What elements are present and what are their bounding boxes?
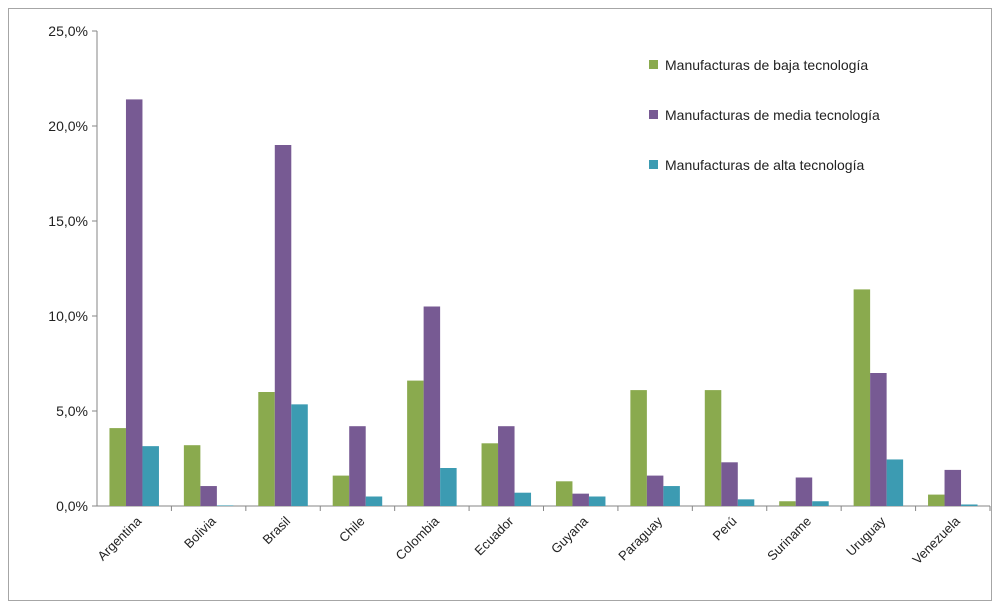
- bar-uruguay-series-1: [853, 289, 871, 506]
- bar-venezuela-series-3: [961, 504, 978, 506]
- bar-perú-series-1: [704, 390, 722, 506]
- bar-argentina-series-1: [109, 428, 126, 506]
- bar-brasil-series-1: [258, 392, 275, 506]
- bar-bolivia-series-1: [183, 445, 201, 506]
- bar-colombia-series-3: [440, 468, 457, 506]
- bar-uruguay-series-2: [870, 373, 887, 506]
- x-tick-label: Chile: [336, 514, 368, 546]
- y-tick-label: 15,0%: [48, 213, 88, 229]
- x-tick-label: Colombia: [393, 513, 443, 563]
- x-tick-label: Brasil: [260, 513, 294, 547]
- x-tick-label: Venezuela: [909, 513, 963, 567]
- x-tick-label: Suriname: [764, 514, 814, 564]
- bar-suriname-series-3: [812, 501, 829, 506]
- bar-chile-series-3: [365, 496, 383, 506]
- chart-legend: Manufacturas de baja tecnología Manufactu…: [649, 57, 880, 173]
- bar-venezuela-series-1: [928, 494, 945, 506]
- bar-perú-series-2: [721, 462, 738, 506]
- bar-ecuador-series-1: [481, 443, 499, 506]
- x-tick-label: Bolivia: [181, 513, 219, 551]
- legend-swatch: [649, 110, 658, 119]
- bar-chile-series-2: [349, 426, 366, 506]
- x-tick-label: Uruguay: [843, 513, 889, 559]
- bar-guyana-series-1: [555, 481, 573, 506]
- legend-swatch: [649, 160, 658, 169]
- chart-axes: [92, 30, 991, 511]
- bar-suriname-series-2: [795, 477, 813, 506]
- bar-guyana-series-2: [572, 493, 589, 506]
- bar-paraguay-series-3: [663, 486, 680, 506]
- bar-brasil-series-3: [291, 404, 308, 506]
- x-tick-label: Paraguay: [615, 513, 665, 563]
- bar-bolivia-series-3: [216, 505, 234, 506]
- bar-ecuador-series-2: [498, 426, 515, 506]
- y-tick-label: 20,0%: [48, 118, 88, 134]
- y-tick-label: 25,0%: [48, 23, 88, 39]
- bar-colombia-series-2: [423, 306, 441, 506]
- x-tick-label: Ecuador: [472, 513, 517, 558]
- bar-argentina-series-2: [125, 99, 143, 507]
- bar-argentina-series-3: [142, 446, 159, 506]
- bar-suriname-series-1: [779, 501, 796, 506]
- legend-swatch: [649, 60, 658, 69]
- bar-paraguay-series-1: [630, 390, 647, 506]
- bar-perú-series-3: [737, 499, 755, 506]
- bar-bolivia-series-2: [200, 486, 217, 506]
- bar-uruguay-series-3: [886, 459, 904, 506]
- bar-paraguay-series-2: [646, 475, 664, 506]
- bar-ecuador-series-3: [514, 492, 532, 506]
- y-tick-label: 10,0%: [48, 308, 88, 324]
- x-tick-label: Guyana: [548, 513, 591, 556]
- y-tick-label: 0,0%: [56, 498, 88, 514]
- y-tick-label: 5,0%: [56, 403, 88, 419]
- chart-bars: [109, 99, 978, 507]
- bar-chile-series-1: [332, 475, 350, 506]
- bar-colombia-series-1: [407, 380, 424, 506]
- bar-venezuela-series-2: [944, 469, 962, 506]
- legend-label: Manufacturas de baja tecnología: [665, 57, 868, 73]
- bar-guyana-series-3: [588, 496, 606, 506]
- x-tick-labels: Argentina Bolivia Brasil Chile Colombia Ecuad…: [94, 513, 963, 567]
- legend-label: Manufacturas de alta tecnología: [665, 157, 864, 173]
- x-tick-label: Argentina: [94, 513, 145, 564]
- bar-brasil-series-2: [274, 145, 292, 506]
- x-tick-label: Perú: [710, 514, 740, 544]
- legend-label: Manufacturas de media tecnología: [665, 107, 880, 123]
- y-tick-labels: 0,0% 5,0% 10,0% 15,0% 20,0% 25,0%: [48, 23, 88, 514]
